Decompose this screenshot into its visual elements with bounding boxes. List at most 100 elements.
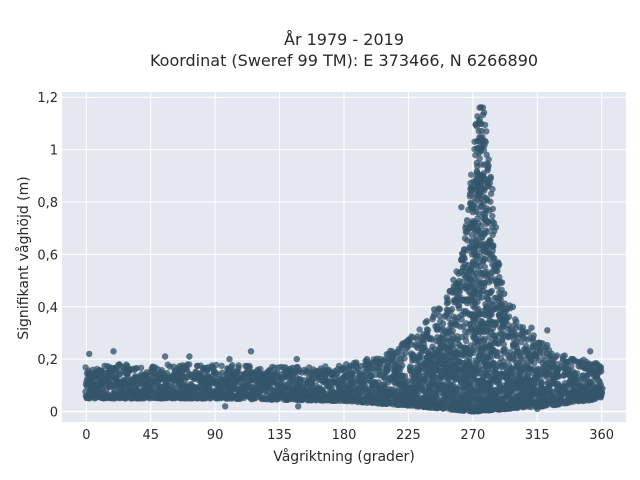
data-point bbox=[186, 361, 193, 368]
x-tick-label: 180 bbox=[332, 428, 357, 443]
data-point bbox=[424, 326, 432, 334]
data-point bbox=[538, 379, 545, 386]
data-point bbox=[501, 290, 508, 297]
data-point bbox=[462, 337, 470, 345]
data-point bbox=[489, 231, 496, 238]
y-tick-label: 0,4 bbox=[37, 301, 58, 316]
data-point bbox=[461, 255, 468, 262]
data-point bbox=[555, 373, 562, 380]
data-point bbox=[553, 352, 561, 359]
data-point bbox=[489, 205, 496, 212]
data-point bbox=[186, 353, 193, 360]
data-point bbox=[401, 372, 409, 380]
y-axis-title: Signifikant våghöjd (m) bbox=[15, 176, 32, 339]
x-tick-label: 360 bbox=[589, 428, 614, 443]
data-point bbox=[480, 283, 488, 290]
y-tick-label: 0,2 bbox=[37, 353, 58, 368]
data-point bbox=[487, 190, 495, 198]
data-points bbox=[82, 104, 606, 415]
data-point bbox=[508, 365, 515, 372]
data-point bbox=[466, 354, 473, 362]
data-point bbox=[246, 362, 253, 370]
data-point bbox=[226, 355, 233, 363]
x-axis-title: Vågriktning (grader) bbox=[273, 448, 415, 465]
data-point bbox=[484, 167, 491, 174]
data-point bbox=[484, 228, 491, 235]
data-point bbox=[132, 365, 139, 372]
data-point bbox=[501, 300, 509, 307]
data-point bbox=[257, 365, 264, 373]
data-point bbox=[492, 224, 500, 231]
data-point bbox=[544, 327, 551, 334]
data-point bbox=[222, 403, 229, 410]
data-point bbox=[213, 361, 220, 369]
data-point bbox=[590, 378, 597, 385]
data-point bbox=[481, 121, 489, 129]
data-point bbox=[475, 352, 483, 360]
data-point bbox=[485, 156, 492, 163]
data-point bbox=[482, 195, 490, 202]
data-point bbox=[536, 350, 543, 357]
data-point bbox=[468, 171, 475, 178]
data-point bbox=[573, 370, 581, 377]
x-tick-label: 0 bbox=[82, 428, 90, 443]
data-point bbox=[481, 137, 488, 145]
data-point bbox=[488, 287, 495, 295]
data-point bbox=[247, 348, 255, 355]
data-point bbox=[436, 312, 443, 320]
data-point bbox=[448, 305, 456, 313]
y-tick-label: 1,2 bbox=[37, 91, 58, 106]
data-point bbox=[481, 263, 488, 271]
data-point bbox=[86, 350, 93, 358]
y-tick-label: 0,8 bbox=[37, 196, 58, 211]
data-point bbox=[495, 261, 503, 268]
data-point bbox=[496, 273, 503, 281]
data-point bbox=[198, 370, 205, 378]
x-tick-label: 90 bbox=[207, 428, 224, 443]
data-point bbox=[403, 344, 411, 352]
data-point bbox=[295, 403, 302, 410]
data-point bbox=[431, 306, 438, 313]
data-point bbox=[443, 294, 450, 301]
data-point bbox=[429, 316, 436, 323]
data-point bbox=[489, 247, 496, 254]
data-point bbox=[363, 355, 371, 363]
y-tick-label: 0 bbox=[50, 406, 58, 421]
x-tick-label: 225 bbox=[396, 428, 421, 443]
data-point bbox=[453, 336, 461, 343]
data-point bbox=[480, 109, 488, 116]
data-point bbox=[483, 128, 490, 135]
data-point bbox=[573, 376, 581, 383]
data-point bbox=[598, 389, 606, 396]
y-tick-label: 0,6 bbox=[37, 248, 58, 263]
data-point bbox=[518, 354, 525, 361]
x-axis-ticks: 0 45 90 135 180 225 270 315 360 bbox=[82, 428, 614, 443]
data-point bbox=[568, 362, 575, 370]
data-point bbox=[489, 212, 496, 220]
data-point bbox=[505, 313, 513, 320]
data-point bbox=[458, 316, 465, 323]
x-tick-label: 45 bbox=[142, 428, 159, 443]
data-point bbox=[229, 361, 236, 369]
data-point bbox=[501, 346, 509, 353]
data-point bbox=[494, 349, 501, 356]
data-point bbox=[235, 362, 242, 369]
data-point bbox=[422, 319, 429, 326]
data-point bbox=[463, 217, 471, 224]
x-tick-label: 135 bbox=[267, 428, 292, 443]
data-point bbox=[587, 348, 594, 355]
data-point bbox=[530, 332, 537, 339]
data-point bbox=[137, 364, 145, 371]
data-point bbox=[500, 341, 507, 348]
data-point bbox=[399, 362, 406, 369]
data-point bbox=[489, 185, 496, 193]
data-point bbox=[478, 294, 486, 301]
data-point bbox=[398, 345, 406, 352]
data-point bbox=[414, 333, 421, 340]
data-point bbox=[110, 348, 117, 355]
data-point bbox=[319, 387, 326, 394]
data-point bbox=[474, 254, 481, 262]
x-tick-label: 315 bbox=[525, 428, 550, 443]
data-point bbox=[401, 355, 408, 362]
